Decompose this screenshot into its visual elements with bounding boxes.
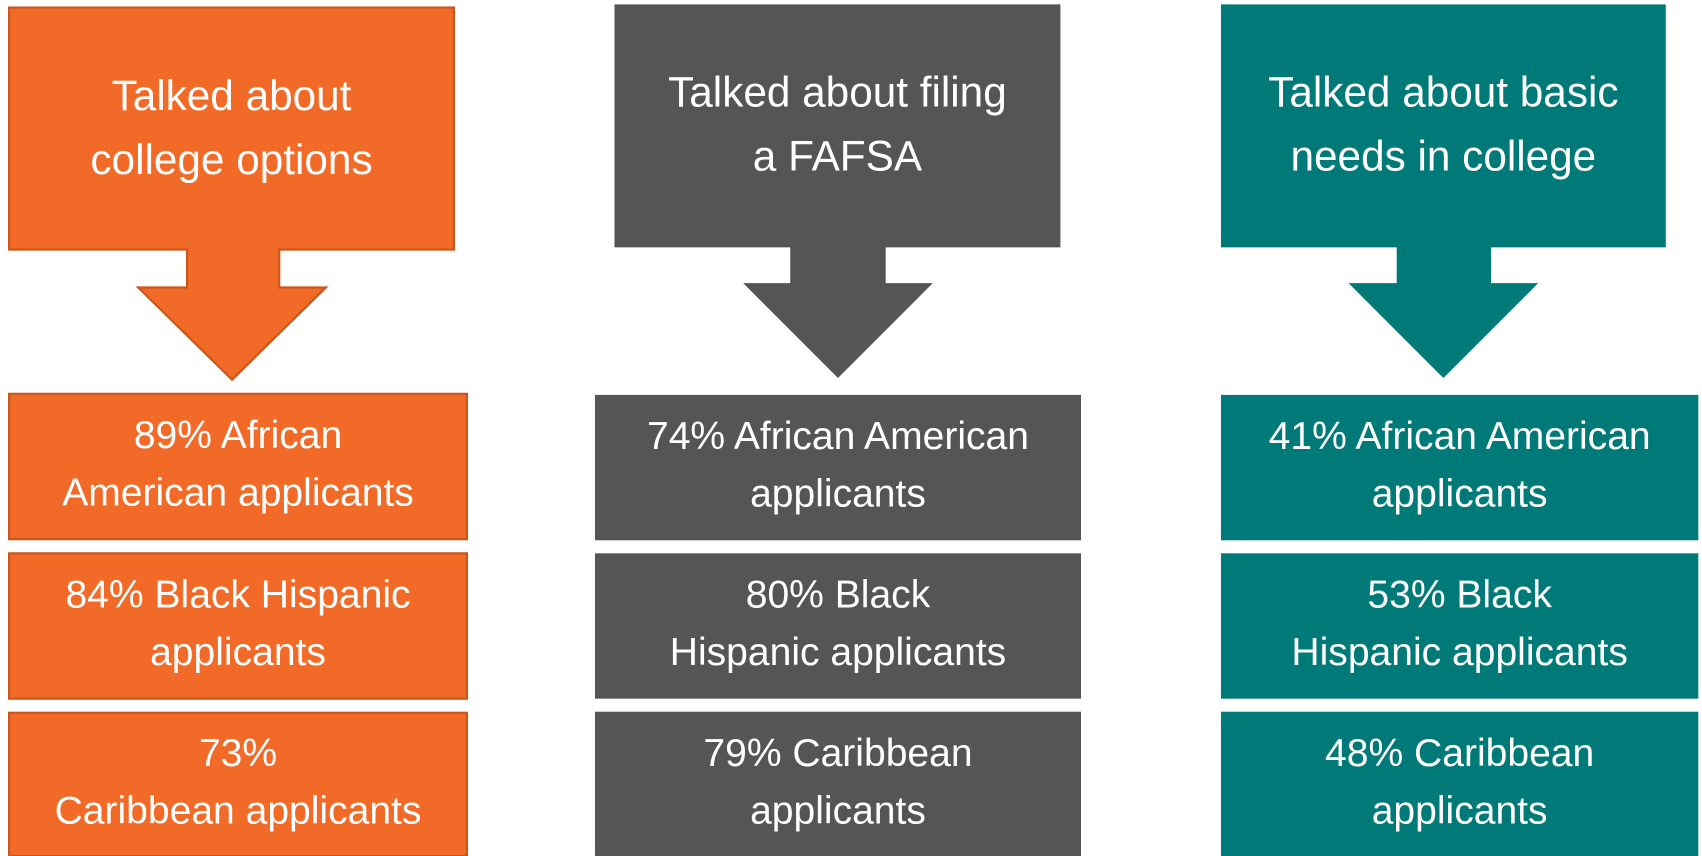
stat-box [594, 711, 1082, 856]
stat-text: 89% African [134, 414, 342, 457]
callout-title: Talked about basic [1268, 69, 1618, 116]
stat-text: 41% African American [1269, 415, 1651, 458]
stat-box [1220, 553, 1699, 699]
stat-text: 53% Black [1367, 574, 1552, 617]
stat-text: 73% [199, 732, 277, 775]
stat-text: applicants [150, 631, 326, 674]
arrow-callout [614, 4, 1061, 379]
arrow-callout [1220, 4, 1666, 379]
stat-text: applicants [1372, 789, 1548, 832]
stat-box [8, 711, 469, 856]
stat-text: American applicants [62, 472, 414, 515]
stat-text: 80% Black [746, 574, 931, 617]
stat-box [8, 392, 469, 541]
stat-text: 79% Caribbean [703, 732, 972, 775]
stat-text: applicants [1372, 473, 1548, 516]
stat-text: Caribbean applicants [55, 789, 422, 832]
stat-box [594, 394, 1082, 541]
stat-box [1220, 394, 1699, 541]
stat-text: 48% Caribbean [1325, 732, 1594, 775]
stat-text: applicants [750, 789, 926, 832]
callout-title: college options [90, 136, 372, 183]
callout-title: Talked about [112, 72, 352, 119]
stat-box [1220, 711, 1699, 856]
stat-box [8, 552, 469, 700]
stat-text: Hispanic applicants [670, 631, 1006, 674]
callout-title: Talked about filing [668, 69, 1007, 116]
stat-box [594, 553, 1082, 699]
callout-title: a FAFSA [753, 133, 923, 180]
stat-text: Hispanic applicants [1291, 631, 1627, 674]
arrow-callout [8, 6, 456, 382]
callout-title: needs in college [1291, 133, 1597, 180]
stat-text: 74% African American [647, 415, 1029, 458]
stat-text: applicants [750, 473, 926, 516]
stat-text: 84% Black Hispanic [65, 574, 410, 617]
